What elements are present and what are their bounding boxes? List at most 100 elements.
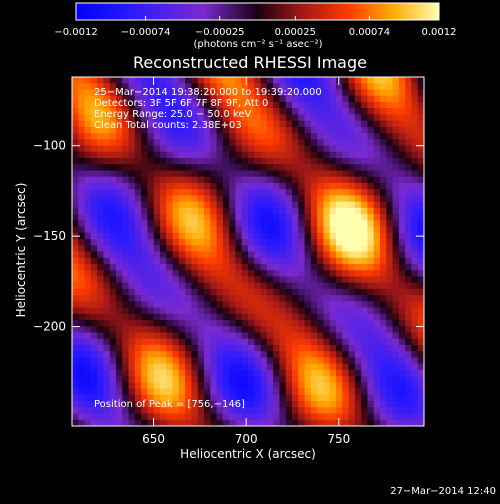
heatmap-cell	[90, 419, 98, 426]
heatmap-cell	[78, 301, 86, 309]
heatmap-cell	[185, 133, 192, 140]
heatmap-cell	[116, 126, 123, 134]
heatmap-cell	[417, 369, 424, 377]
heatmap-cell	[191, 276, 199, 284]
heatmap-cell	[248, 189, 255, 196]
heatmap-cell	[380, 120, 387, 128]
heatmap-cell	[348, 120, 356, 128]
heatmap-cell	[122, 401, 130, 408]
heatmap-cell	[103, 220, 111, 228]
heatmap-cell	[128, 145, 136, 153]
heatmap-cell	[266, 89, 274, 97]
heatmap-cell	[97, 270, 104, 277]
heatmap-cell	[323, 182, 331, 190]
heatmap-cell	[292, 313, 299, 321]
heatmap-cell	[392, 363, 400, 371]
heatmap-cell	[166, 263, 174, 271]
heatmap-cell	[185, 382, 192, 390]
heatmap-cell	[84, 145, 92, 153]
heatmap-cell	[392, 239, 400, 246]
heatmap-cell	[204, 89, 211, 97]
heatmap-cell	[204, 388, 211, 396]
heatmap-cell	[367, 382, 375, 390]
heatmap-cell	[141, 158, 148, 165]
heatmap-cell	[298, 407, 306, 415]
heatmap-cell	[222, 201, 230, 209]
heatmap-cell	[166, 77, 174, 84]
heatmap-cell	[392, 164, 400, 171]
heatmap-cell	[90, 158, 98, 165]
heatmap-cell	[229, 401, 236, 408]
heatmap-cell	[141, 195, 148, 203]
heatmap-cell	[147, 282, 155, 290]
heatmap-cell	[367, 326, 375, 334]
heatmap-cell	[348, 158, 356, 165]
heatmap-cell	[153, 126, 161, 134]
heatmap-cell	[197, 413, 205, 421]
heatmap-cell	[229, 89, 236, 97]
heatmap-cell	[260, 376, 268, 383]
heatmap-cell	[329, 95, 337, 103]
heatmap-cell	[398, 376, 406, 383]
heatmap-cell	[266, 145, 274, 153]
heatmap-cell	[90, 77, 98, 84]
heatmap-cell	[229, 145, 236, 153]
heatmap-cell	[241, 288, 249, 296]
heatmap-cell	[342, 158, 350, 165]
heatmap-cell	[405, 351, 412, 358]
heatmap-cell	[279, 133, 287, 140]
heatmap-cell	[380, 89, 387, 97]
heatmap-cell	[210, 207, 218, 215]
heatmap-cell	[160, 332, 167, 340]
heatmap-cell	[310, 133, 318, 140]
heatmap-cell	[235, 245, 243, 252]
heatmap-cell	[260, 133, 268, 140]
heatmap-cell	[248, 239, 255, 246]
heatmap-cell	[292, 263, 299, 271]
heatmap-cell	[279, 351, 287, 358]
heatmap-cell	[116, 407, 123, 415]
heatmap-cell	[367, 263, 375, 271]
heatmap-cell	[84, 133, 92, 140]
heatmap-cell	[141, 201, 148, 209]
heatmap-cell	[141, 220, 148, 228]
heatmap-cell	[191, 388, 199, 396]
heatmap-cell	[204, 214, 211, 221]
heatmap-cell	[266, 214, 274, 221]
heatmap-cell	[254, 207, 262, 215]
heatmap-cell	[386, 394, 394, 402]
heatmap-cell	[392, 270, 400, 277]
heatmap-cell	[153, 189, 161, 196]
heatmap-cell	[78, 207, 86, 215]
heatmap-cell	[323, 332, 331, 340]
heatmap-cell	[229, 182, 236, 190]
heatmap-cell	[342, 239, 350, 246]
heatmap-cell	[285, 288, 293, 296]
heatmap-cell	[292, 344, 299, 352]
heatmap-cell	[147, 357, 155, 365]
heatmap-cell	[392, 332, 400, 340]
heatmap-cell	[166, 101, 174, 109]
heatmap-cell	[204, 176, 211, 184]
heatmap-cell	[342, 195, 350, 203]
heatmap-cell	[398, 220, 406, 228]
heatmap-cell	[304, 357, 312, 365]
heatmap-cell	[380, 151, 387, 159]
heatmap-cell	[197, 295, 205, 302]
colorbar-tick-label: −0.00074	[121, 27, 171, 38]
heatmap-cell	[273, 239, 280, 246]
heatmap-cell	[336, 145, 343, 153]
heatmap-cell	[229, 77, 236, 84]
heatmap-cell	[367, 357, 375, 365]
heatmap-cell	[417, 114, 424, 122]
heatmap-cell	[141, 338, 148, 346]
heatmap-cell	[210, 120, 218, 128]
heatmap-cell	[310, 413, 318, 421]
heatmap-cell	[84, 320, 92, 327]
heatmap-cell	[204, 182, 211, 190]
colorbar-tick-label: −0.0012	[54, 27, 97, 38]
heatmap-cell	[197, 394, 205, 402]
heatmap-cell	[172, 282, 180, 290]
heatmap-cell	[310, 101, 318, 109]
heatmap-cell	[266, 326, 274, 334]
